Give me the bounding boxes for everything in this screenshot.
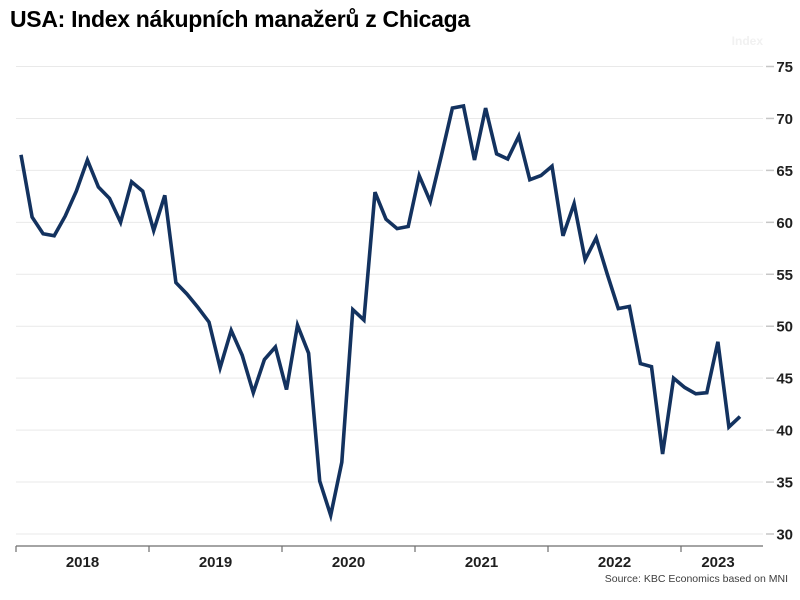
x-axis-label: 2019 [199, 554, 232, 571]
x-axis-label: 2023 [701, 554, 734, 571]
source-note: Source: KBC Economics based on MNI [604, 573, 788, 585]
y-axis-label: 35 [776, 475, 793, 492]
y-axis-label: 50 [776, 319, 793, 336]
y-axis-label: 45 [776, 371, 793, 388]
axis-unit-watermark: Index [731, 34, 763, 48]
y-axis-label: 70 [776, 111, 793, 128]
y-axis-label: 55 [776, 267, 793, 284]
y-axis-label: 30 [776, 527, 793, 544]
x-axis-label: 2020 [332, 554, 365, 571]
pmi-line-series [19, 103, 742, 523]
x-axis-label: 2021 [465, 554, 498, 571]
x-axis-label: 2018 [66, 554, 99, 571]
y-axis-label: 60 [776, 215, 793, 232]
chart-title: USA: Index nákupních manažerů z Chicaga [10, 6, 470, 32]
x-axis-label: 2022 [598, 554, 631, 571]
y-axis-label: 75 [776, 59, 793, 76]
y-axis-label: 65 [776, 163, 793, 180]
y-axis-label: 40 [776, 423, 793, 440]
